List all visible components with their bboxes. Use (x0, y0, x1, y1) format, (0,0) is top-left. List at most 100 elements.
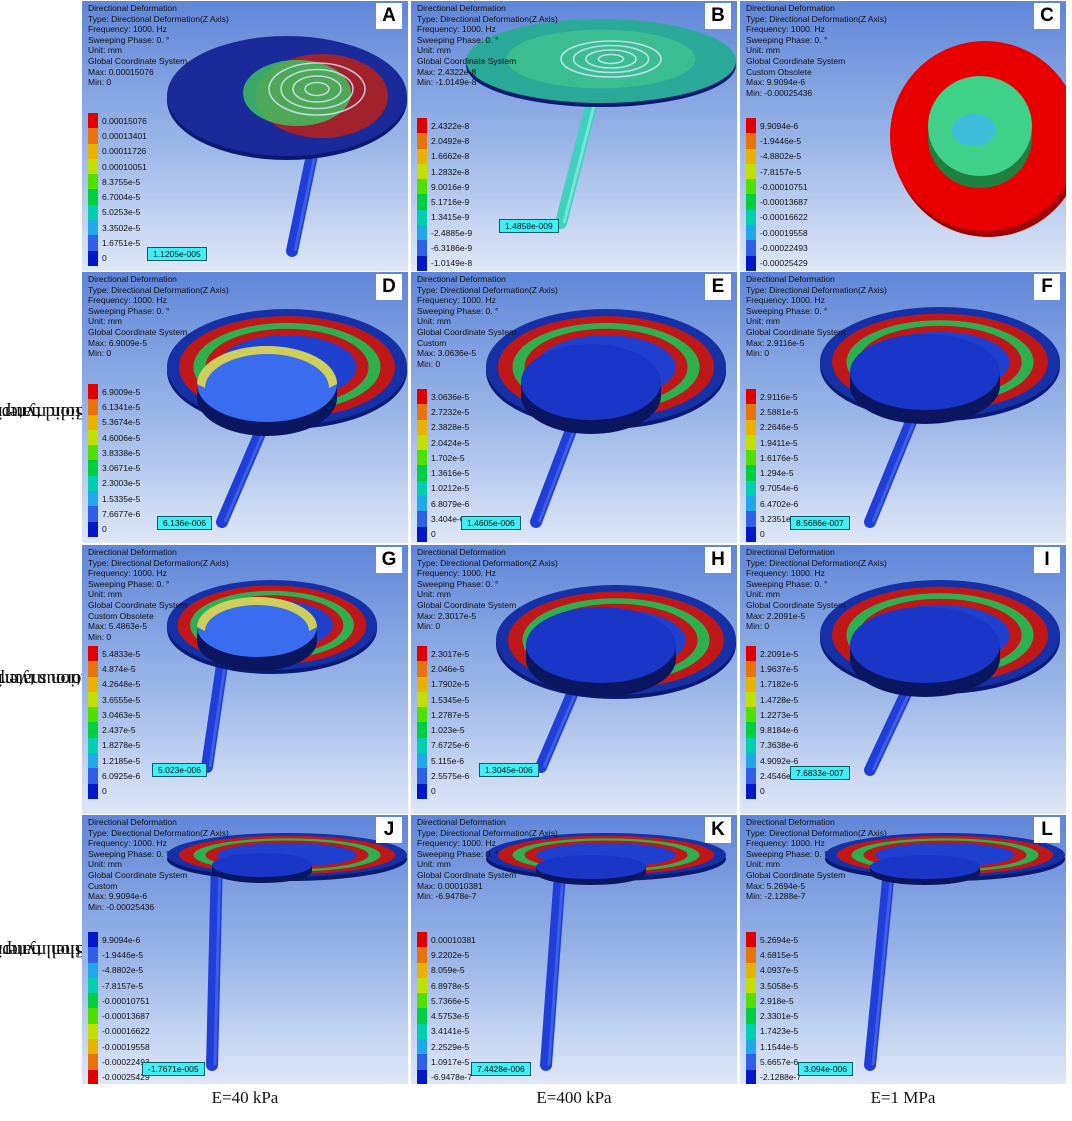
legend-swatch (88, 707, 98, 723)
legend-swatch (88, 691, 98, 708)
legend-entry: 2.2091e-5 (746, 646, 798, 662)
legend-entry: 9.7054e-6 (746, 480, 798, 497)
legend-entry: 4.874e-5 (88, 661, 140, 677)
legend-entry: 6.4702e-6 (746, 496, 798, 512)
legend-value: 3.8338e-5 (102, 447, 141, 458)
legend-value: 3.0671e-5 (102, 463, 141, 474)
legend-entry: 1.5345e-5 (417, 691, 469, 708)
result-info: Directional Deformation Type: Directional… (88, 817, 229, 912)
legend-swatch (746, 707, 756, 723)
legend-value: 9.2202e-5 (431, 949, 470, 960)
legend-entry: 1.9637e-5 (746, 661, 799, 677)
inner-cylinder-top (212, 853, 312, 877)
legend-entry: 7.6677e-6 (88, 506, 140, 522)
legend-swatch (417, 389, 427, 405)
legend-swatch (746, 1008, 756, 1024)
probe-label: 5.023e-006 (152, 763, 208, 777)
legend-value: -2.1288e-7 (760, 1072, 802, 1083)
legend-entry: -4.8802e-5 (746, 148, 808, 164)
legend-value: 9.9094e-6 (760, 120, 799, 131)
legend-swatch (417, 465, 427, 481)
legend-entry: 3.404e-6 (417, 511, 469, 527)
color-legend: 2.4322e-8 2.0492e-8 1.6662e-8 1.2832e-8 9.00… (417, 118, 472, 271)
legend-value: 1.9637e-5 (760, 663, 799, 674)
info-line: Sweeping Phase: 0. ° (88, 305, 170, 316)
deformation-scene (466, 19, 736, 229)
legend-swatch (746, 133, 756, 149)
deformation-scene (167, 36, 407, 257)
panel-letter: E (705, 274, 731, 300)
legend-swatch (88, 414, 98, 430)
legend-value: 2.2646e-5 (760, 422, 799, 433)
legend-swatch (88, 646, 98, 662)
legend-value: 3.0463e-5 (102, 709, 141, 720)
legend-value: 1.2832e-8 (431, 166, 470, 177)
legend-entry: -0.00016622 (746, 209, 808, 226)
legend-entry: 5.115e-6 (417, 753, 469, 769)
legend-swatch (417, 209, 427, 226)
probe-label: 1.1205e-005 (147, 247, 207, 261)
fem-panel-j: Directional Deformation Type: Directional… (82, 815, 408, 1084)
legend-value: 6.8978e-5 (431, 980, 470, 991)
legend-entry: 3.0671e-5 (88, 460, 141, 476)
legend-swatch (88, 113, 98, 129)
legend-entry: 5.6657e-6 (746, 1054, 801, 1070)
panel-letter: A (376, 3, 402, 29)
legend-entry: -0.00022493 (88, 1054, 150, 1070)
legend-entry: 7.3638e-6 (746, 737, 798, 754)
info-line: Sweeping Phase: 0. ° (88, 34, 170, 45)
legend-value: 0.00010381 (431, 934, 476, 945)
info-line: Frequency: 1000. Hz (88, 24, 167, 35)
info-line: Unit: mm (88, 589, 122, 600)
legend-swatch (88, 250, 98, 266)
legend-entry: 2.437e-5 (88, 722, 140, 738)
legend-swatch (746, 404, 756, 420)
legend-swatch (746, 977, 756, 994)
legend-value: 1.6751e-5 (102, 238, 141, 249)
info-line: Global Coordinate System (417, 55, 517, 66)
legend-entry: 5.3674e-5 (88, 414, 140, 430)
legend-entry: 0.00015076 (88, 113, 147, 129)
legend-value: 0 (760, 529, 765, 540)
perforation-ring (597, 53, 625, 65)
info-line: Frequency: 1000. Hz (746, 838, 825, 849)
legend-entry: 0.00010051 (88, 158, 147, 175)
legend-swatch (417, 753, 427, 769)
info-line: Global Coordinate System (417, 869, 517, 880)
legend-swatch (417, 148, 427, 164)
info-line: Unit: mm (88, 316, 122, 327)
legend-entry: 2.7232e-5 (417, 404, 469, 420)
legend-value: 5.0253e-5 (102, 207, 141, 218)
shaft-highlight (871, 411, 920, 523)
info-line: Min: 0 (88, 77, 112, 88)
inner-cylinder-top (521, 344, 661, 420)
legend-swatch (417, 676, 427, 692)
info-line: Sweeping Phase: 0. ° (746, 578, 828, 589)
legend-entry: 8.3755e-5 (88, 174, 147, 190)
legend-entry: 4.9092e-6 (746, 753, 798, 769)
legend-swatch (417, 932, 427, 948)
info-line: Custom Obsolete (88, 610, 154, 621)
legend-entry: -1.0149e-8 (417, 255, 472, 271)
legend-entry: 0 (88, 783, 140, 799)
legend-value: 4.5753e-5 (431, 1011, 470, 1022)
legend-swatch (88, 429, 98, 446)
legend-entry: 6.0925e-6 (88, 768, 140, 784)
legend-value: 6.9009e-5 (102, 386, 141, 397)
legend-swatch (88, 445, 98, 461)
perforation-ring (304, 81, 330, 97)
legend-entry: -0.00019558 (88, 1039, 150, 1055)
legend-swatch (88, 399, 98, 415)
legend-value: 3.2351e-6 (760, 514, 799, 525)
info-line: Unit: mm (746, 589, 780, 600)
legend-value: 9.9094e-6 (102, 934, 141, 945)
legend-value: 0.00010051 (102, 161, 147, 172)
legend-entry: 2.2529e-5 (417, 1039, 476, 1055)
info-line: Min: 0 (88, 348, 112, 359)
legend-swatch (417, 768, 427, 784)
legend-value: 9.8184e-6 (760, 725, 799, 736)
legend-swatch (417, 783, 427, 799)
fem-panel-i: Directional Deformation Type: Directional… (740, 545, 1066, 814)
legend-swatch (746, 480, 756, 497)
legend-entry: -0.00022493 (746, 240, 808, 256)
